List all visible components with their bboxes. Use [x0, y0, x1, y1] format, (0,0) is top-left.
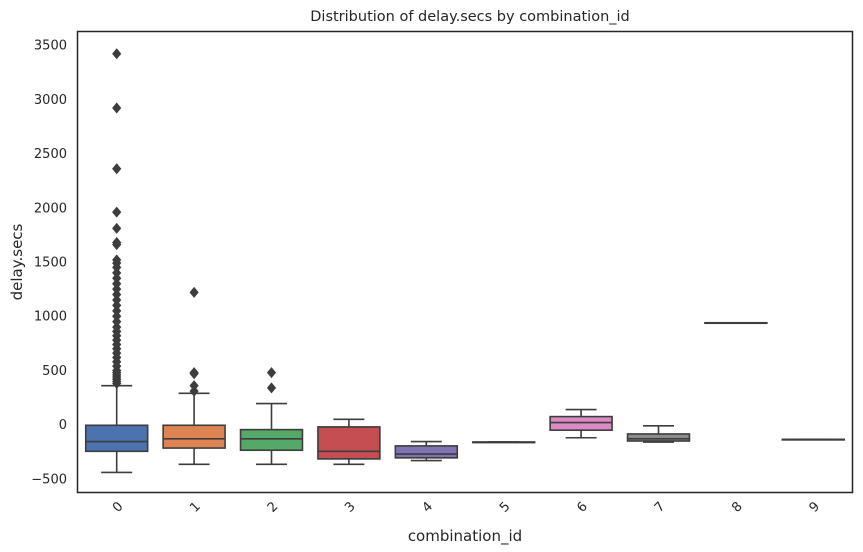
box-iqr	[549, 415, 613, 431]
box-group	[84, 48, 846, 474]
y-tick-label: 2000	[34, 201, 67, 216]
x-tick-label: 6	[574, 499, 590, 515]
outlier-point	[112, 254, 122, 266]
box-1	[162, 286, 226, 466]
x-tick-label: 2	[265, 499, 281, 515]
outlier-point	[189, 286, 199, 298]
x-tick-label: 1	[187, 499, 203, 515]
x-tick-label: 4	[420, 499, 436, 515]
chart-title: Distribution of delay.secs by combinatio…	[310, 9, 630, 25]
box-iqr	[626, 433, 691, 442]
x-axis-ticks: 0 1 2 3 4 5 6 7 8 9	[110, 499, 823, 515]
x-tick-label: 5	[497, 499, 513, 515]
outlier-point	[112, 48, 122, 60]
box-8	[704, 321, 768, 325]
y-tick-label: 3000	[34, 93, 67, 108]
outlier-point	[112, 222, 122, 234]
x-tick-label: 0	[110, 499, 126, 515]
box-2	[239, 367, 304, 466]
y-tick-label: 1000	[34, 310, 67, 325]
box-9	[781, 438, 846, 441]
y-tick-label: −500	[31, 472, 67, 487]
y-axis-label: delay.secs	[8, 223, 26, 300]
box-iqr	[239, 428, 304, 452]
box-0	[84, 48, 149, 474]
outlier-point	[189, 380, 199, 392]
box-3	[317, 418, 381, 466]
box-iqr	[394, 445, 459, 459]
x-tick-label: 9	[807, 499, 823, 515]
outlier-point	[112, 206, 122, 218]
y-tick-label: 2500	[34, 147, 67, 162]
y-axis-ticks: −500 0 500 1000 1500 2000 2500 3000 3500	[31, 39, 67, 488]
x-tick-label: 7	[652, 499, 668, 515]
outlier-point	[189, 367, 199, 379]
y-tick-label: 1500	[34, 256, 67, 271]
box-6	[549, 408, 613, 439]
box-iqr	[84, 424, 149, 453]
plot-frame	[76, 30, 854, 494]
box-7	[626, 425, 691, 443]
y-tick-label: 0	[59, 418, 67, 433]
x-axis-label: combination_id	[408, 527, 522, 546]
outlier-point	[112, 102, 122, 114]
x-tick-label: 8	[729, 499, 745, 515]
outlier-point	[112, 236, 122, 248]
box-iqr	[162, 424, 226, 449]
box-5	[471, 441, 536, 444]
y-tick-label: 3500	[34, 39, 67, 54]
outlier-point	[266, 367, 277, 379]
outlier-point	[112, 163, 122, 175]
outlier-point	[266, 382, 277, 394]
box-iqr	[317, 426, 381, 460]
box-4	[394, 440, 459, 462]
y-tick-label: 500	[42, 364, 67, 379]
x-tick-label: 3	[342, 499, 358, 515]
